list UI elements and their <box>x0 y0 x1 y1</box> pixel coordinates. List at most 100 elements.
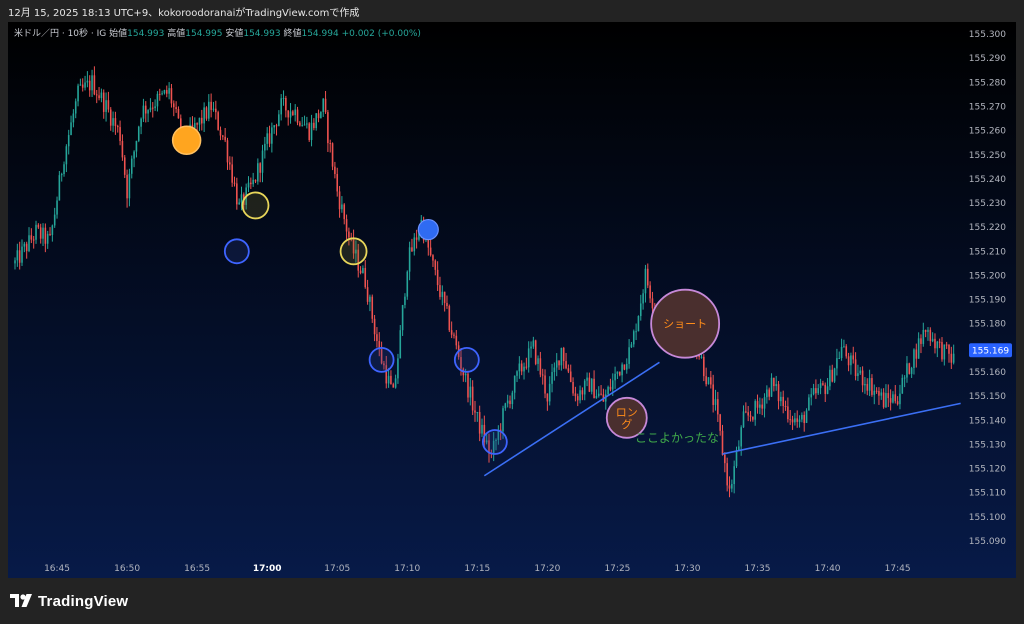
candle-body <box>324 98 327 113</box>
candle-body <box>121 140 124 158</box>
candle-body <box>217 112 219 130</box>
candle-body <box>871 378 873 395</box>
candle-body <box>941 342 943 360</box>
brand[interactable]: TradingView <box>10 591 128 611</box>
candle-body <box>338 191 341 210</box>
candle-body <box>815 388 817 394</box>
candle-body <box>441 291 444 297</box>
marker-long <box>605 396 648 439</box>
candle-body <box>60 174 63 176</box>
price-tick: 155.270 <box>969 102 1006 112</box>
candle-body <box>299 122 301 126</box>
footer-bar: TradingView <box>0 578 1024 624</box>
candle-body <box>476 412 479 414</box>
candle-body <box>81 84 84 88</box>
candle-body <box>924 330 927 332</box>
legend-open-value: 154.993 <box>127 29 165 39</box>
time-axis[interactable]: 16:45 16:50 16:55 17:00 17:05 17:10 17:15 17:20… <box>44 564 911 574</box>
candle-body <box>30 235 33 240</box>
candle-body <box>565 361 567 369</box>
marker-yellow-ring <box>241 191 270 220</box>
candle-body <box>126 174 128 199</box>
candle-body <box>784 405 787 407</box>
candle-body <box>112 118 114 126</box>
candle-body <box>387 375 390 384</box>
candle-body <box>415 237 418 240</box>
candle-body <box>28 235 30 252</box>
snapshot-caption: 12月 15, 2025 18:13 UTC+9、kokoroodoranaiが… <box>8 8 360 19</box>
candle-body <box>948 344 950 354</box>
candle-body <box>222 135 224 137</box>
candle-body <box>359 270 362 274</box>
candle-body <box>144 105 147 114</box>
time-tick: 17:00 <box>253 564 282 574</box>
candle-body <box>868 378 871 391</box>
price-tick: 155.300 <box>969 30 1006 40</box>
candle-body <box>278 114 280 126</box>
candle-body <box>23 243 26 247</box>
candle-body <box>334 166 336 175</box>
candle-body <box>292 111 294 116</box>
candle-body <box>875 390 878 392</box>
time-tick: 17:25 <box>604 564 630 574</box>
candle-body <box>854 359 857 377</box>
candle-body <box>929 329 932 342</box>
candle-body <box>541 374 544 376</box>
candle-body <box>738 446 740 451</box>
candle-body <box>18 250 21 263</box>
candle-body <box>595 395 598 399</box>
candle-body <box>527 348 530 368</box>
candle-body <box>560 347 563 366</box>
candle-body <box>474 410 476 413</box>
candle-body <box>392 384 395 388</box>
candle-body <box>773 377 775 387</box>
candle-body <box>88 80 91 91</box>
candle-body <box>170 88 173 104</box>
candle-body <box>625 363 628 370</box>
candle-body <box>478 412 481 434</box>
candle-body <box>98 95 100 99</box>
candle-body <box>257 163 259 182</box>
candle-body <box>364 268 367 288</box>
candle-body <box>901 377 904 394</box>
candle-body <box>105 100 107 112</box>
candle-body <box>289 111 292 118</box>
candle-body <box>492 440 495 455</box>
candle-body <box>385 365 388 384</box>
brand-name: TradingView <box>38 592 129 610</box>
time-tick: 16:50 <box>114 564 140 574</box>
candle-body <box>21 246 23 263</box>
candle-body <box>427 233 430 248</box>
candle-body <box>931 338 934 342</box>
candle-body <box>896 401 899 405</box>
candle-body <box>562 347 565 362</box>
price-tick: 155.100 <box>969 513 1006 523</box>
candle-body <box>14 260 16 264</box>
candle-body <box>796 418 799 422</box>
candle-body <box>432 255 434 261</box>
candle-body <box>343 204 346 220</box>
candle-body <box>67 135 70 147</box>
candle-body <box>646 268 649 286</box>
candle-body <box>84 82 86 88</box>
candle-body <box>198 117 201 125</box>
candle-body <box>873 390 876 395</box>
chart-pane[interactable]: ロングショート ここよかったな 155.300 155.290 155.280 155.… <box>8 22 1016 578</box>
candle-body <box>469 386 472 398</box>
candle-body <box>399 330 402 359</box>
candle-body <box>128 173 131 199</box>
candle-body <box>497 429 500 440</box>
candle-body <box>401 305 404 331</box>
candle-body <box>156 93 159 107</box>
candle-body <box>878 390 880 396</box>
candle-body <box>373 318 376 335</box>
candle-body <box>72 113 75 123</box>
candle-body <box>600 393 602 395</box>
candle-body <box>247 182 250 188</box>
candle-body <box>172 103 175 108</box>
price-axis[interactable]: 155.300 155.290 155.280 155.270 155.260 155.2… <box>969 30 1012 547</box>
price-tick: 155.160 <box>969 368 1006 378</box>
candle-body <box>273 125 275 128</box>
